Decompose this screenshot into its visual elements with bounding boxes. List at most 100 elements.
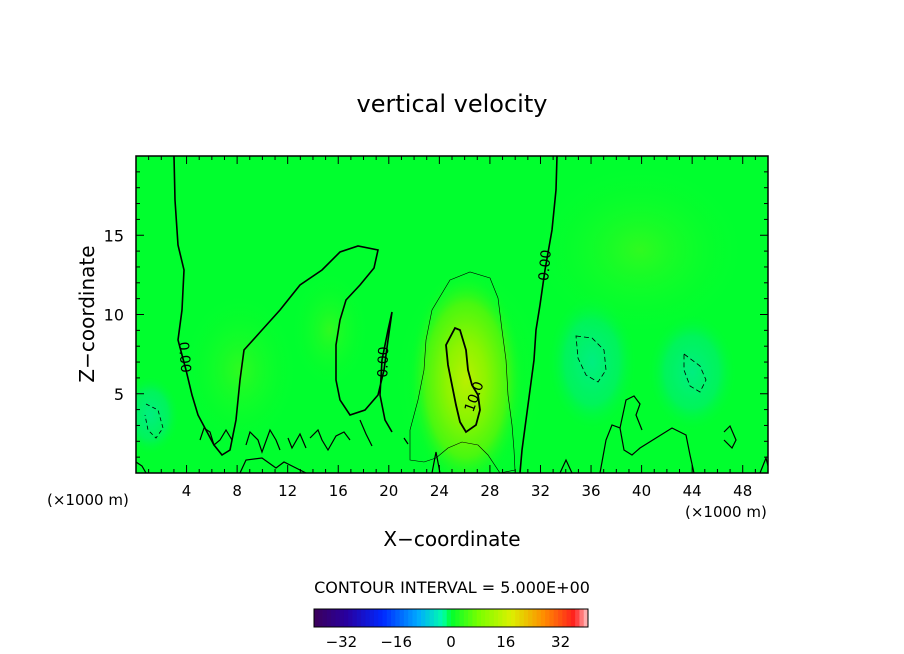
colorbar-cell	[429, 609, 435, 627]
colorbar-tick-label: 0	[446, 633, 456, 651]
colorbar-cell	[502, 609, 508, 627]
contour-interval-text: CONTOUR INTERVAL = 5.000E+00	[314, 578, 590, 597]
colorbar-cell	[322, 609, 328, 627]
colorbar-cell	[326, 609, 332, 627]
colorbar-cell	[528, 609, 533, 627]
five-contour	[409, 271, 516, 473]
colorbar-cell	[498, 609, 503, 627]
y-tick-label: 15	[104, 226, 124, 245]
x-tick-label: 16	[329, 482, 348, 500]
colorbar-cell	[373, 609, 379, 627]
x-tick-label: 8	[232, 482, 242, 500]
negative-contour	[683, 353, 707, 393]
colorbar-cell	[515, 609, 520, 627]
colorbar-cell	[549, 609, 555, 627]
colorbar-cell	[540, 609, 546, 627]
colorbar-cell	[489, 609, 495, 627]
colorbar	[313, 608, 589, 628]
downdraft-region	[647, 312, 737, 432]
y-tick-label: 5	[114, 385, 124, 404]
soft-field-region	[180, 290, 300, 450]
chart-title: vertical velocity	[357, 90, 548, 118]
colorbar-cell	[476, 609, 482, 627]
colorbar-cell	[395, 609, 401, 627]
negative-contour	[575, 335, 607, 383]
colorbar-cell	[510, 609, 516, 627]
x-tick-label: 24	[430, 482, 449, 500]
x-tick-label: 48	[733, 482, 752, 500]
colorbar-cell	[416, 609, 422, 627]
colorbar-cell	[391, 609, 396, 627]
plot-area	[136, 156, 768, 473]
y-axis-label: Z−coordinate	[75, 245, 99, 382]
colorbar-cell	[318, 609, 323, 627]
colorbar-cell	[314, 609, 319, 627]
y-axis: 5 10 15	[104, 171, 768, 458]
colorbar-cell	[519, 609, 525, 627]
colorbar-cell	[356, 609, 362, 627]
colorbar-cell	[472, 609, 478, 627]
soft-field-region	[290, 270, 370, 390]
colorbar-cell	[570, 609, 576, 627]
colorbar-cell	[408, 609, 413, 627]
x-axis-label: X−coordinate	[383, 527, 520, 551]
colorbar-cell	[343, 609, 349, 627]
colorbar-cell	[335, 609, 341, 627]
colorbar-cell	[485, 609, 490, 627]
colorbar-tick-label: 32	[551, 633, 570, 651]
colorbar-cell	[579, 609, 585, 627]
colorbar-cell	[365, 609, 371, 627]
colorbar-cell	[536, 609, 542, 627]
colorbar-cell	[506, 609, 512, 627]
colorbar-cell	[382, 609, 388, 627]
colorbar-cell	[566, 609, 572, 627]
colorbar-cell	[553, 609, 559, 627]
colorbar-cell	[369, 609, 375, 627]
x-axis: 4 8 12 16 20 24 28 32 36 40 44 48	[148, 156, 756, 500]
ten-contour	[445, 326, 481, 434]
colorbar-cell	[425, 609, 430, 627]
x-tick-label: 32	[531, 482, 550, 500]
colorbar-cell	[399, 609, 405, 627]
colorbar-cell	[575, 609, 580, 627]
contour-label: 0.00	[375, 346, 392, 378]
near-surface-contours	[136, 395, 768, 473]
colorbar-cell	[532, 609, 538, 627]
updraft-core	[408, 270, 524, 473]
negative-contour	[144, 403, 164, 439]
colorbar-cell	[403, 609, 409, 627]
colorbar-ticks: −32 −16 0 16 32	[326, 633, 571, 651]
x-tick-label: 44	[683, 482, 702, 500]
colorbar-cell	[386, 609, 392, 627]
colorbar-cell	[339, 609, 345, 627]
colorbar-cell	[433, 609, 439, 627]
x-tick-label: 40	[632, 482, 651, 500]
x-unit-left: (×1000 m)	[47, 491, 129, 509]
colorbar-cell	[583, 609, 589, 627]
colorbar-cell	[459, 609, 465, 627]
x-tick-label: 12	[278, 482, 297, 500]
colorbar-cell	[480, 609, 486, 627]
colorbar-cell	[523, 609, 529, 627]
colorbar-frame	[313, 608, 589, 628]
colorbar-cell	[493, 609, 499, 627]
x-tick-label: 20	[379, 482, 398, 500]
colorbar-tick-label: 16	[496, 633, 515, 651]
downdraft-region	[530, 160, 750, 340]
colorbar-cell	[348, 609, 353, 627]
zero-contour-left	[173, 156, 393, 457]
colorbar-cell	[558, 609, 563, 627]
zero-contour-right	[519, 156, 558, 473]
x-unit-right: (×1000 m)	[685, 503, 767, 521]
x-tick-label: 28	[480, 482, 499, 500]
colorbar-cell	[463, 609, 469, 627]
colorbar-cell	[455, 609, 460, 627]
colorbar-cell	[331, 609, 336, 627]
contour-label: 0.00	[175, 341, 194, 373]
colorbar-cell	[545, 609, 550, 627]
colorbar-tick-label: −32	[326, 633, 358, 651]
x-tick-label: 4	[182, 482, 192, 500]
colorbar-cell	[361, 609, 366, 627]
colorbar-cell	[352, 609, 358, 627]
